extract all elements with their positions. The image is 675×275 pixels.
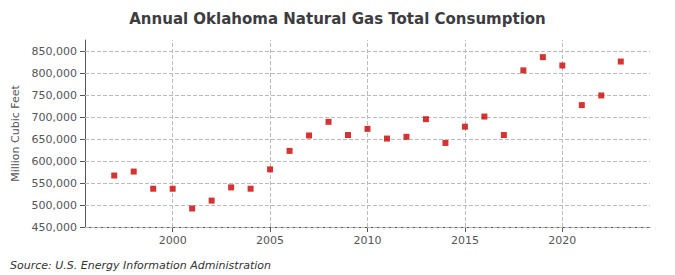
svg-text:800,000: 800,000 (32, 67, 78, 80)
svg-text:700,000: 700,000 (32, 111, 78, 124)
svg-text:2010: 2010 (354, 234, 382, 247)
svg-text:850,000: 850,000 (32, 45, 78, 58)
svg-text:650,000: 650,000 (32, 133, 78, 146)
svg-text:2005: 2005 (256, 234, 284, 247)
svg-text:Million Cubic Feet: Million Cubic Feet (9, 84, 22, 181)
svg-text:Annual Oklahoma Natural Gas To: Annual Oklahoma Natural Gas Total Consum… (129, 10, 546, 28)
svg-text:550,000: 550,000 (32, 177, 78, 190)
svg-text:2000: 2000 (159, 234, 187, 247)
svg-text:2020: 2020 (548, 234, 576, 247)
svg-text:2015: 2015 (451, 234, 479, 247)
svg-text:450,000: 450,000 (32, 221, 78, 234)
svg-text:Source: U.S. Energy Informatio: Source: U.S. Energy Information Administ… (10, 259, 271, 272)
svg-text:600,000: 600,000 (32, 155, 78, 168)
svg-text:750,000: 750,000 (32, 89, 78, 102)
svg-text:500,000: 500,000 (32, 199, 78, 212)
